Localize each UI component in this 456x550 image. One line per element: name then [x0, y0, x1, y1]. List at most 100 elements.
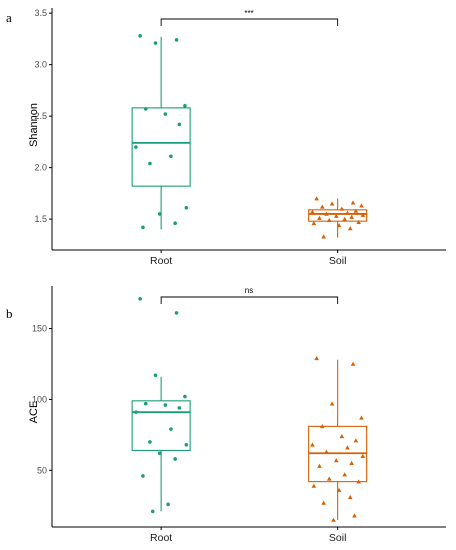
panel-a-soil-point	[342, 216, 347, 221]
panel-a-y-tick-label: 1.5	[34, 214, 47, 224]
panel-b-soil-point	[359, 415, 364, 420]
panel-a-soil-point	[326, 217, 332, 222]
panel-a-root-point	[141, 225, 145, 230]
panel-a-soil-point	[347, 226, 353, 231]
panel-a-root-point	[157, 212, 162, 216]
panel-b-soil-point	[324, 449, 329, 454]
panel-b-significance-label: ns	[245, 286, 253, 295]
panel-a-soil-point	[324, 211, 329, 216]
panel-a-soil-point	[345, 210, 350, 215]
panel-b-root-point	[153, 373, 158, 378]
panel-a-chart: a Shannon *** 1.5 2.0 2.5 3.0 3.5 Root Soil	[6, 8, 446, 267]
panel-a-root-point	[174, 38, 179, 42]
panel-a-root-point	[153, 41, 158, 45]
panel-a-soil-point	[350, 200, 356, 205]
panel-b-root-point	[141, 474, 145, 478]
panel-b-x-tick-label-root: Root	[150, 532, 172, 544]
panel-b-soil-point	[342, 472, 347, 477]
panel-b-y-axis-title: ACE	[28, 401, 40, 424]
panel-a-y-tick-label: 2.0	[34, 163, 47, 173]
panel-a-root-box	[131, 107, 191, 187]
panel-b-root-point	[148, 440, 152, 444]
panel-b-root-point	[143, 401, 148, 406]
panel-b-soil-point	[350, 361, 356, 366]
panel-b-root-point	[163, 403, 168, 407]
panel-b-root-point	[184, 442, 189, 447]
panel-a-x-tick-label-soil: Soil	[329, 255, 347, 267]
panel-a-soil-point	[359, 203, 364, 208]
panel-a-y-tick-label: 3.0	[34, 60, 47, 70]
panel-b-soil-point	[349, 460, 354, 466]
panel-b-soil-point	[339, 433, 345, 439]
panel-b-soil-point	[326, 476, 332, 481]
panel-b-soil-point	[329, 401, 335, 406]
panel-a-soil-box	[308, 209, 368, 222]
panel-b-soil-point	[356, 479, 361, 484]
panel-a-soil-point	[314, 196, 319, 201]
panel-b-soil-point	[310, 442, 315, 447]
panel-b-soil-point	[321, 500, 326, 505]
panel-b-y-tick-label: 50	[37, 465, 47, 475]
panel-a-significance-bracket	[160, 18, 339, 26]
panel-b-root-point	[173, 457, 177, 461]
panel-b-soil-point	[360, 453, 366, 458]
panel-b-root-point	[166, 502, 170, 507]
panel-a-soil-point	[310, 209, 315, 214]
panel-b-root-point	[138, 296, 142, 301]
panel-a-root-point	[177, 122, 182, 127]
panel-a-soil-point	[336, 222, 342, 228]
panel-a-soil-point	[311, 220, 317, 226]
panel-b-soil-point	[352, 513, 357, 518]
panel-letter-a: a	[6, 10, 12, 25]
panel-a-soil-point	[339, 206, 345, 211]
panel-a-soil-point	[333, 213, 339, 218]
panel-b-soil-point	[345, 445, 350, 450]
panel-b-root-point	[183, 394, 187, 399]
panel-b-soil-point	[319, 424, 325, 429]
panel-b-soil-point	[331, 517, 336, 522]
panel-a-y-tick-label: 2.5	[34, 111, 47, 121]
panel-a-root-point	[163, 112, 168, 116]
panel-b-soil-point	[347, 494, 353, 500]
panel-b-significance-bracket	[160, 296, 339, 304]
panel-a-root-point	[169, 154, 173, 159]
panel-a-soil-point	[353, 208, 359, 213]
panel-b-soil-point	[311, 483, 317, 488]
panel-b-root-point	[177, 406, 182, 410]
panel-a-root-point	[148, 161, 152, 166]
panel-a-soil-point	[321, 234, 326, 239]
panel-a-soil-point	[356, 219, 361, 225]
panel-a-root-point	[134, 145, 138, 149]
panel-letter-b: b	[6, 306, 13, 321]
panel-a-y-tick-label: 3.5	[34, 8, 47, 18]
panel-a-soil-point	[317, 215, 322, 220]
panel-b-y-tick-label: 150	[32, 324, 47, 334]
panel-b-root-point	[169, 427, 173, 431]
panel-b-y-tick-label: 100	[32, 394, 47, 404]
panel-a-root-point	[143, 107, 148, 111]
panel-a-soil-point	[349, 214, 354, 219]
panel-b-root-point	[157, 451, 162, 456]
panel-b-root-point	[174, 311, 179, 315]
panel-b-root-point	[134, 410, 138, 414]
panel-a-soil-point	[319, 204, 325, 209]
panel-a-x-tick-label-root: Root	[150, 255, 172, 267]
panel-b-chart: b ACE ns 50 100 150 Root Soil	[6, 286, 446, 544]
panel-b-soil-point	[336, 487, 342, 492]
panel-a-root-point	[184, 205, 189, 210]
panel-a-root-point	[183, 104, 187, 108]
panel-b-x-tick-label-soil: Soil	[329, 532, 347, 544]
panel-b-root-box	[131, 400, 191, 451]
panel-b-root-point	[150, 509, 155, 514]
panel-a-significance-label: ***	[244, 9, 253, 18]
panel-a-soil-point	[360, 212, 366, 217]
panel-a-y-axis-title: Shannon	[28, 103, 40, 147]
panel-b-soil-point	[314, 356, 319, 361]
panel-a-root-point	[173, 221, 177, 226]
panel-b-soil-point	[317, 463, 322, 468]
panel-a-soil-point	[329, 201, 335, 206]
panel-b-soil-point	[353, 438, 359, 443]
panel-a-root-point	[138, 34, 142, 38]
panel-b-soil-point	[333, 458, 339, 463]
